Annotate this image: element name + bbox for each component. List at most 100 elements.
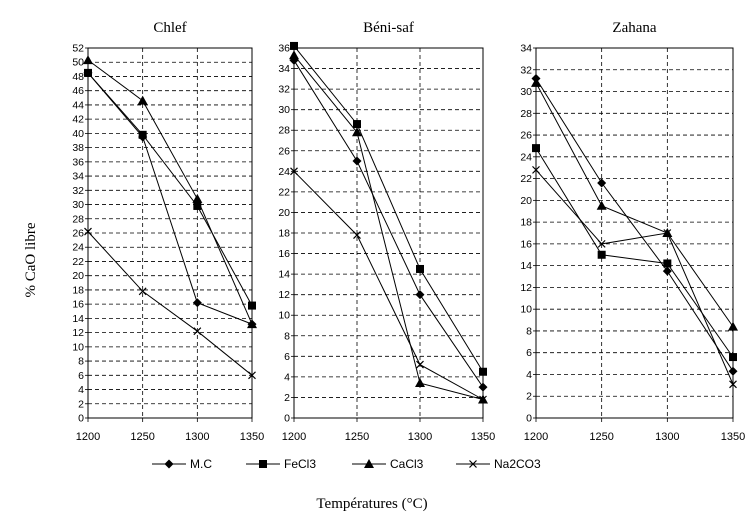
series-line xyxy=(293,45,484,373)
data-point xyxy=(352,156,362,166)
data-point xyxy=(416,360,424,369)
data-point xyxy=(532,144,540,153)
x-tick-label: 1200 xyxy=(524,431,548,443)
legend-marker xyxy=(164,459,174,469)
y-tick-label: 32 xyxy=(278,84,290,96)
y-tick-label: 36 xyxy=(278,43,290,55)
data-point xyxy=(415,378,425,388)
data-point xyxy=(662,266,672,276)
y-tick-label: 8 xyxy=(284,330,290,342)
data-point xyxy=(192,193,203,203)
series-line xyxy=(293,54,484,400)
y-tick-label: 20 xyxy=(72,270,84,282)
data-point xyxy=(729,380,737,389)
y-tick-label: 22 xyxy=(72,256,84,268)
y-tick-label: 14 xyxy=(72,313,84,325)
y-tick-label: 0 xyxy=(78,413,84,425)
y-tick-label: 16 xyxy=(278,248,290,260)
data-point xyxy=(415,290,425,300)
y-tick-label: 4 xyxy=(526,369,532,381)
y-tick-label: 0 xyxy=(526,413,532,425)
y-tick-label: 32 xyxy=(72,185,84,197)
y-tick-label: 30 xyxy=(72,199,84,211)
series-line xyxy=(535,82,734,327)
y-tick-label: 30 xyxy=(278,104,290,116)
data-point xyxy=(290,167,298,176)
data-point xyxy=(83,55,93,65)
chart-title: Chlef xyxy=(153,20,186,36)
y-axis-label: % CaO libre xyxy=(23,222,39,297)
data-point xyxy=(728,321,738,331)
y-tick-label: 26 xyxy=(278,145,290,157)
data-point xyxy=(416,264,424,273)
data-point xyxy=(248,301,256,310)
y-tick-label: 26 xyxy=(72,228,84,240)
y-tick-label: 34 xyxy=(520,43,532,55)
chart-title: Zahana xyxy=(612,20,656,36)
y-tick-label: 18 xyxy=(520,217,532,229)
y-tick-label: 22 xyxy=(278,186,290,198)
series-line xyxy=(293,170,484,400)
y-tick-label: 34 xyxy=(278,63,290,75)
x-tick-label: 1300 xyxy=(185,431,209,443)
y-tick-label: 2 xyxy=(78,398,84,410)
y-tick-label: 40 xyxy=(72,128,84,140)
chart-panel: Zahana0246810121416182022242628303234120… xyxy=(520,20,745,443)
data-point xyxy=(353,120,361,129)
y-tick-label: 24 xyxy=(72,242,84,254)
data-point xyxy=(597,250,606,259)
legend-label: FeCl3 xyxy=(284,457,316,471)
plot-frame xyxy=(87,47,253,419)
series-line xyxy=(535,169,734,385)
x-axis-label: Températures (°C) xyxy=(316,496,427,512)
x-tick-label: 1300 xyxy=(408,431,432,443)
data-point xyxy=(532,165,540,174)
data-point xyxy=(192,298,202,308)
data-point xyxy=(663,259,672,268)
y-tick-label: 28 xyxy=(72,213,84,225)
data-point xyxy=(248,371,256,380)
data-point xyxy=(729,353,737,362)
y-tick-label: 44 xyxy=(72,99,84,111)
data-point xyxy=(531,77,541,87)
series-line xyxy=(87,231,253,376)
data-point xyxy=(353,231,361,239)
y-tick-label: 50 xyxy=(72,57,84,69)
x-tick-label: 1200 xyxy=(76,431,100,443)
y-tick-label: 24 xyxy=(278,166,290,178)
data-point xyxy=(728,366,738,376)
series-line xyxy=(535,147,734,358)
y-tick-label: 20 xyxy=(520,195,532,207)
data-point xyxy=(193,201,202,210)
legend-marker xyxy=(469,460,477,468)
y-tick-label: 20 xyxy=(278,207,290,219)
y-tick-label: 10 xyxy=(278,310,290,322)
y-tick-label: 36 xyxy=(72,156,84,168)
chart-panel: Chlef02468101214161820222426283032343638… xyxy=(72,20,264,443)
chart-title: Béni-saf xyxy=(363,20,414,36)
y-tick-label: 46 xyxy=(72,85,84,97)
y-tick-label: 10 xyxy=(520,304,532,316)
data-point xyxy=(138,287,147,296)
x-tick-label: 1250 xyxy=(345,431,369,443)
data-point xyxy=(84,227,92,236)
data-point xyxy=(193,327,202,336)
y-tick-label: 42 xyxy=(72,114,84,126)
legend: M.C FeCl3 CaCl3 Na2CO3 xyxy=(152,457,541,471)
legend-marker xyxy=(364,459,374,468)
data-point xyxy=(597,178,607,188)
y-tick-label: 8 xyxy=(78,356,84,368)
data-point xyxy=(84,68,92,77)
legend-marker xyxy=(259,460,267,468)
series-line xyxy=(87,59,253,325)
y-tick-label: 12 xyxy=(278,289,290,301)
y-tick-label: 48 xyxy=(72,71,84,83)
data-point xyxy=(137,95,148,105)
data-point xyxy=(247,319,257,329)
x-tick-label: 1200 xyxy=(282,431,306,443)
y-tick-label: 4 xyxy=(78,384,84,396)
y-tick-label: 6 xyxy=(78,370,84,382)
data-point xyxy=(597,239,606,248)
legend-label: M.C xyxy=(190,457,212,471)
y-tick-label: 2 xyxy=(526,391,532,403)
